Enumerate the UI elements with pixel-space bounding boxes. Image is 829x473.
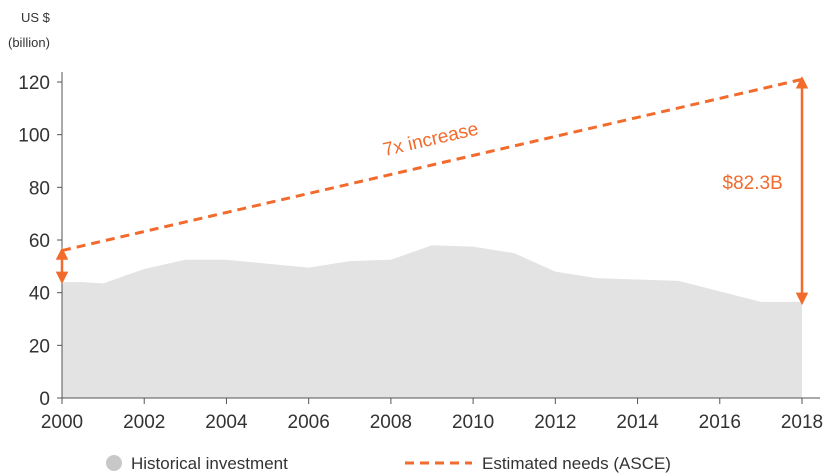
x-tick-label: 2010 bbox=[452, 412, 494, 433]
legend: Historical investment Estimated needs (A… bbox=[106, 454, 671, 473]
y-axis-unit-line1: US $ bbox=[21, 10, 51, 25]
x-tick-label: 2002 bbox=[123, 412, 165, 433]
x-tick-label: 2012 bbox=[534, 412, 576, 433]
y-tick-label: 60 bbox=[29, 231, 50, 252]
y-axis-unit-line2: (billion) bbox=[8, 35, 50, 50]
x-tick-label: 2008 bbox=[370, 412, 412, 433]
x-tick-label: 2014 bbox=[616, 412, 659, 433]
increase-annotation: 7x increase bbox=[381, 119, 480, 161]
x-axis-ticks: 2000 2002 2004 2006 2008 2010 2012 2014 2016 2018 bbox=[41, 398, 823, 433]
x-tick-label: 2018 bbox=[781, 412, 823, 433]
estimated-needs-line bbox=[61, 77, 803, 252]
x-tick-label: 2004 bbox=[205, 412, 248, 433]
legend-historical-label: Historical investment bbox=[131, 454, 288, 473]
y-tick-label: 40 bbox=[29, 284, 50, 305]
y-tick-label: 0 bbox=[39, 389, 50, 410]
y-tick-label: 120 bbox=[18, 73, 50, 94]
x-tick-label: 2006 bbox=[288, 412, 330, 433]
historical-investment-area bbox=[62, 245, 802, 398]
y-axis-ticks: 0 20 40 60 80 100 120 bbox=[18, 73, 62, 410]
x-tick-label: 2000 bbox=[41, 412, 83, 433]
legend-historical-swatch bbox=[106, 455, 122, 471]
y-tick-label: 20 bbox=[29, 336, 50, 357]
legend-needs-label: Estimated needs (ASCE) bbox=[482, 454, 671, 473]
x-tick-label: 2016 bbox=[699, 412, 741, 433]
y-tick-label: 100 bbox=[18, 126, 50, 147]
gap-value-annotation: $82.3B bbox=[723, 173, 783, 194]
y-tick-label: 80 bbox=[29, 178, 50, 199]
